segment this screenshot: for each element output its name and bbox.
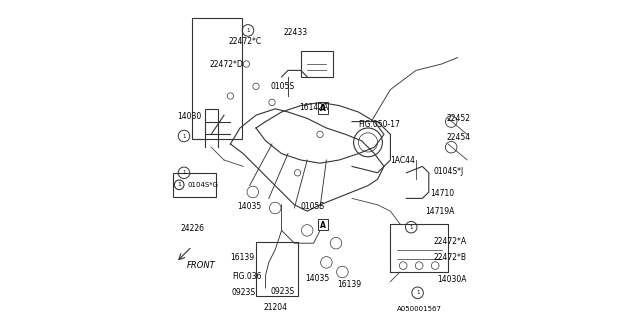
Text: 16142A: 16142A (300, 103, 328, 112)
Bar (319, 102, 328, 114)
Text: 14030: 14030 (178, 112, 202, 121)
Text: 16139: 16139 (338, 280, 362, 289)
Text: 22472*A: 22472*A (434, 237, 467, 246)
Text: 22454: 22454 (447, 133, 470, 142)
Text: A: A (320, 221, 326, 230)
Text: FIG.050-17: FIG.050-17 (358, 120, 400, 129)
Text: 1: 1 (182, 133, 186, 139)
Bar (256, 242, 298, 296)
Text: 22472*D: 22472*D (210, 60, 243, 68)
Text: 21204: 21204 (264, 303, 288, 312)
Text: FRONT: FRONT (187, 261, 216, 270)
Text: 1: 1 (182, 170, 186, 175)
Text: 0105S: 0105S (301, 202, 325, 211)
Text: 22472*C: 22472*C (229, 37, 262, 46)
Text: 14719A: 14719A (426, 207, 455, 216)
Text: 22452: 22452 (447, 114, 470, 123)
Text: 14035: 14035 (237, 202, 261, 211)
Text: 1: 1 (416, 290, 419, 295)
Text: 16139: 16139 (230, 253, 255, 262)
Text: 24226: 24226 (181, 224, 205, 233)
Text: 1AC44: 1AC44 (390, 156, 415, 164)
Text: FIG.036: FIG.036 (232, 272, 262, 281)
Text: 0923S: 0923S (270, 287, 294, 296)
Text: 1: 1 (410, 225, 413, 230)
Bar (173, 173, 216, 197)
Bar (301, 51, 333, 77)
Bar (192, 18, 242, 139)
Text: 14710: 14710 (430, 189, 454, 198)
Text: 0923S: 0923S (232, 288, 256, 297)
Text: 0105S: 0105S (270, 82, 294, 91)
Text: 22472*B: 22472*B (434, 253, 467, 262)
Text: 14035: 14035 (306, 274, 330, 283)
Text: 1: 1 (246, 28, 250, 33)
Bar (319, 219, 328, 230)
Text: 0104S*G: 0104S*G (187, 182, 218, 188)
Text: 22433: 22433 (283, 28, 307, 36)
Text: 1: 1 (177, 182, 181, 187)
Text: 14030A: 14030A (437, 276, 467, 284)
Text: A050001567: A050001567 (397, 306, 442, 312)
Text: A: A (320, 104, 326, 113)
Text: 0104S*J: 0104S*J (434, 167, 464, 176)
